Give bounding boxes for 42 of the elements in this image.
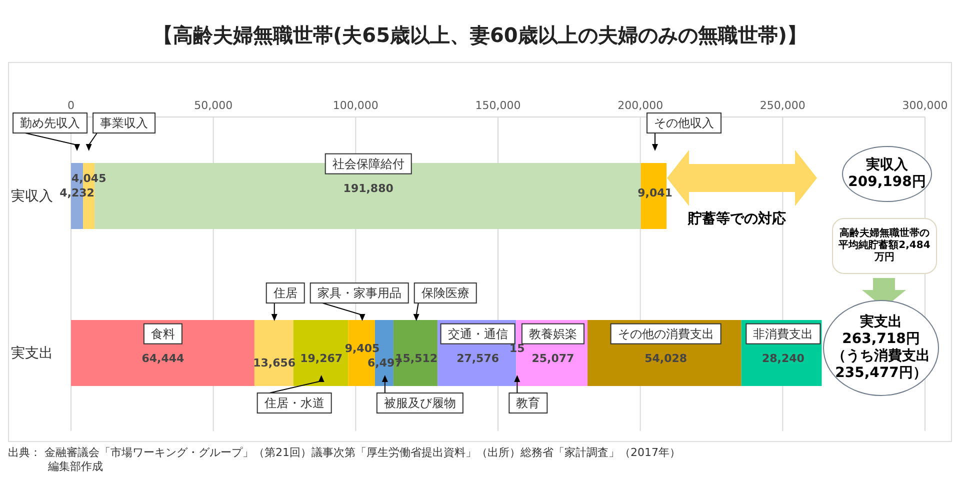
data-label: 64,444 xyxy=(142,352,185,365)
x-tick-label: 300,000 xyxy=(902,99,948,112)
series-label: その他の消費支出 xyxy=(618,326,714,341)
data-label: 28,240 xyxy=(762,352,805,365)
y-tick-label: 実支出 xyxy=(11,345,53,362)
text: 編集部作成 xyxy=(47,460,104,475)
annotation: 高齢夫婦無職世帯の平均純貯蓄額2,484万円 xyxy=(838,228,930,264)
y-tick-label: 実収入 xyxy=(11,188,53,204)
data-label: 19,267 xyxy=(300,352,343,365)
text: その他収入 xyxy=(654,116,714,130)
text: 事業収入 xyxy=(100,116,148,130)
data-label: 4,232 xyxy=(60,186,94,200)
series-label: 保険医療 xyxy=(421,286,470,300)
annotation: 実支出263,718円（うち消費支出235,477円） xyxy=(831,314,931,382)
series-label: 教育 xyxy=(516,396,540,410)
x-tick-label: 150,000 xyxy=(475,99,521,112)
annotation: 実収入209,198円 xyxy=(847,157,927,191)
chart-title: 【高齢夫婦無職世帯(夫65歳以上、妻60歳以上の夫婦のみの無職世帯)】 xyxy=(152,22,808,48)
x-tick-label: 100,000 xyxy=(332,99,378,112)
series-label: 非消費支出 xyxy=(753,326,814,341)
series-label: 住居 xyxy=(272,286,298,300)
data-label: 15 xyxy=(510,342,525,355)
text: 勤め先収入 xyxy=(20,116,80,130)
x-tick-label: 50,000 xyxy=(194,99,233,112)
series-label: 被服及び履物 xyxy=(384,396,456,410)
series-label: 教養娯楽 xyxy=(528,326,577,341)
x-tick-label: 250,000 xyxy=(760,99,806,112)
data-label: 54,028 xyxy=(644,352,688,365)
series-label: 住居・水道 xyxy=(263,396,324,410)
annotation: 貯蓄等での対応 xyxy=(686,210,787,228)
data-label: 4,045 xyxy=(71,172,106,185)
data-label: 25,077 xyxy=(532,352,574,365)
x-tick-label: 0 xyxy=(68,99,74,112)
series-label: 交通・通信 xyxy=(448,326,508,341)
text: 家具・家事用品 xyxy=(317,286,402,300)
data-label: 27,576 xyxy=(456,352,500,365)
x-tick-label: 200,000 xyxy=(618,99,664,112)
source-note: 出典： 金融審議会「市場ワーキング・グループ」（第21回）議事次第「厚生労働省提出資料」（出所）総務省「家計調査」（2017年） xyxy=(8,446,682,460)
series-label: 社会保障給付 xyxy=(332,156,404,171)
series-label: 食料 xyxy=(150,326,175,341)
data-label: 13,656 xyxy=(253,356,296,370)
data-label: 191,880 xyxy=(343,182,394,195)
